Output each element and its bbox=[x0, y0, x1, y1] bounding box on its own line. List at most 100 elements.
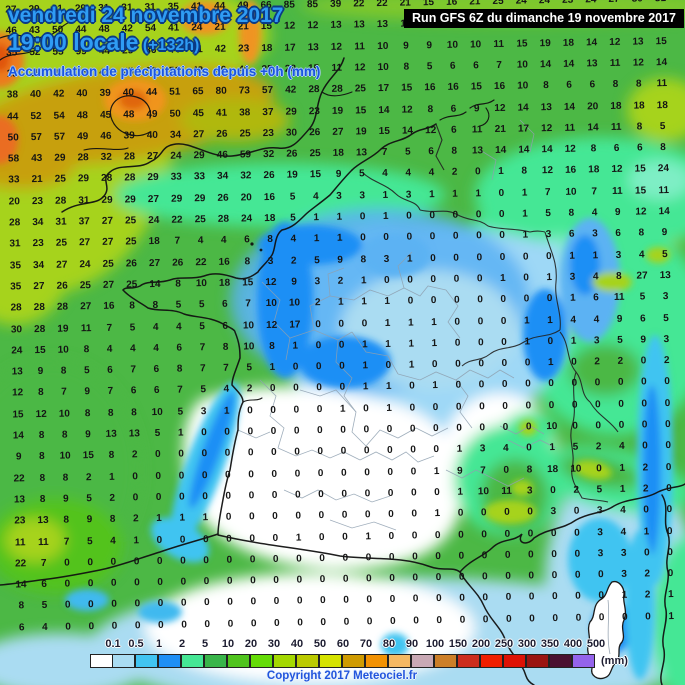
grid-value: 0 bbox=[226, 533, 232, 545]
grid-value: 40 bbox=[76, 88, 88, 100]
grid-value: 0 bbox=[432, 401, 439, 413]
grid-value: 1 bbox=[500, 272, 506, 284]
grid-value: 7 bbox=[245, 298, 251, 310]
grid-value: 40 bbox=[29, 89, 42, 101]
grid-value: 0 bbox=[225, 469, 231, 481]
grid-value: 16 bbox=[564, 165, 577, 177]
grid-value: 45 bbox=[99, 109, 112, 121]
grid-value: 0 bbox=[459, 614, 466, 626]
grid-value: 5 bbox=[545, 208, 552, 220]
grid-value: 10 bbox=[377, 61, 389, 73]
grid-value: 1 bbox=[524, 336, 531, 348]
grid-value: 52 bbox=[30, 110, 42, 122]
grid-value: 4 bbox=[638, 249, 645, 261]
grid-value: 0 bbox=[528, 591, 535, 603]
grid-value: 0 bbox=[529, 613, 535, 625]
grid-value: 0 bbox=[436, 614, 443, 626]
grid-value: 8 bbox=[83, 343, 90, 356]
grid-value: 0 bbox=[572, 420, 578, 432]
grid-value: 9 bbox=[403, 40, 409, 52]
grid-value: 10 bbox=[516, 59, 529, 71]
grid-value: 23 bbox=[32, 238, 44, 250]
grid-value: 4 bbox=[197, 235, 204, 247]
grid-value: 1 bbox=[365, 530, 372, 542]
grid-value: 4 bbox=[220, 235, 227, 247]
grid-value: 18 bbox=[633, 99, 645, 112]
grid-value: 11 bbox=[493, 38, 505, 50]
grid-value: 0 bbox=[178, 470, 185, 482]
grid-value: 3 bbox=[526, 485, 533, 497]
grid-value: 42 bbox=[53, 88, 65, 100]
grid-value: 10 bbox=[57, 344, 69, 356]
grid-value: 31 bbox=[78, 194, 90, 207]
grid-value: 15 bbox=[634, 185, 647, 197]
grid-value: 29 bbox=[170, 193, 183, 205]
grid-value: 29 bbox=[54, 152, 66, 164]
grid-value: 0 bbox=[155, 470, 162, 482]
grid-value: 19 bbox=[57, 323, 69, 335]
grid-value: 26 bbox=[172, 257, 184, 269]
grid-value: 5 bbox=[86, 493, 92, 505]
grid-value: 43 bbox=[31, 153, 43, 165]
grid-value: 0 bbox=[477, 294, 483, 306]
grid-value: 9 bbox=[640, 334, 647, 346]
grid-value: 27 bbox=[56, 259, 68, 271]
grid-value: 0 bbox=[596, 462, 602, 474]
grid-value: 11 bbox=[609, 57, 621, 69]
grid-value: 5 bbox=[177, 406, 184, 418]
grid-value: 28 bbox=[34, 323, 46, 335]
grid-value: 1 bbox=[177, 427, 184, 439]
grid-value: 0 bbox=[482, 613, 489, 626]
grid-value: 33 bbox=[193, 171, 206, 183]
grid-value: 13 bbox=[540, 101, 552, 113]
grid-value: 5 bbox=[246, 362, 253, 374]
grid-value: 0 bbox=[64, 578, 71, 590]
grid-value: 8 bbox=[568, 207, 575, 219]
grid-value: 15 bbox=[655, 35, 667, 47]
grid-value: 0 bbox=[458, 571, 465, 583]
grid-value: 0 bbox=[550, 527, 557, 539]
grid-value: 20 bbox=[587, 100, 599, 112]
grid-value: 8 bbox=[360, 253, 367, 265]
grid-value: 1 bbox=[202, 512, 209, 524]
grid-value: 57 bbox=[53, 131, 66, 143]
grid-value: 34 bbox=[32, 216, 44, 229]
grid-value: 0 bbox=[315, 361, 322, 373]
grid-value: 28 bbox=[101, 173, 113, 185]
grid-value: 0 bbox=[386, 445, 393, 457]
grid-value: 28 bbox=[8, 217, 21, 229]
grid-value: 24 bbox=[148, 214, 160, 227]
grid-value: 2 bbox=[663, 355, 670, 367]
grid-value: 27 bbox=[33, 280, 45, 293]
grid-value: 0 bbox=[315, 318, 321, 330]
grid-value: 29 bbox=[285, 105, 297, 118]
grid-value: 0 bbox=[433, 423, 439, 435]
grid-value: 14 bbox=[563, 58, 575, 70]
country-borders bbox=[361, 123, 619, 503]
grid-value: 0 bbox=[502, 400, 508, 412]
grid-value: 0 bbox=[501, 379, 508, 391]
grid-value: 1 bbox=[547, 314, 553, 326]
grid-value: 0 bbox=[595, 398, 601, 411]
grid-value: 0 bbox=[88, 620, 95, 632]
grid-value: 5 bbox=[198, 299, 205, 311]
grid-value: 12 bbox=[564, 143, 576, 155]
grid-value: 17 bbox=[517, 123, 530, 135]
grid-value: 0 bbox=[666, 504, 673, 516]
grid-value: 27 bbox=[102, 279, 115, 291]
grid-value: 16 bbox=[263, 191, 276, 203]
grid-value: 8 bbox=[175, 278, 182, 290]
grid-value: 1 bbox=[133, 534, 140, 546]
grid-value: 8 bbox=[108, 450, 115, 462]
grid-value: 0 bbox=[477, 337, 484, 349]
grid-value: 0 bbox=[665, 461, 672, 473]
grid-value: 0 bbox=[435, 572, 442, 584]
grid-value: 0 bbox=[179, 534, 186, 546]
grid-value: 1 bbox=[428, 188, 435, 200]
grid-value: 50 bbox=[7, 132, 19, 144]
grid-value: 11 bbox=[331, 62, 343, 74]
grid-value: 0 bbox=[429, 210, 436, 222]
grid-value: 13 bbox=[11, 366, 23, 378]
